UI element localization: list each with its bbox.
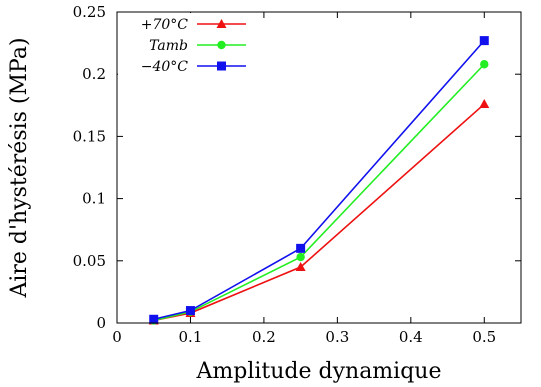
series-group [149,60,489,325]
data-point [479,36,489,46]
series-group [148,99,490,325]
x-tick-label: 0.2 [252,328,276,346]
data-point [480,60,489,69]
data-point [185,306,195,316]
legend-label: −40°C [141,59,189,75]
axis-ticks: 0 0.1 0.2 0.3 0.4 0.5 0 0.05 0.1 0.15 0.2 0.25 [73,3,521,346]
legend: +70°C Tamb −40°C [118,13,252,77]
x-axis-label: Amplitude dynamique [196,359,442,384]
y-axis-label: Aire d'hystérésis (MPa) [7,37,32,298]
data-point [296,243,306,253]
x-tick-label: 0.3 [325,328,349,346]
x-tick-label: 0 [112,328,122,346]
legend-label: Tamb [149,38,188,54]
y-tick-label: 0.2 [82,65,106,83]
x-tick-label: 0.5 [472,328,496,346]
legend-item: Tamb [149,38,246,54]
data-point [149,314,159,324]
x-tick-label: 0.4 [399,328,423,346]
data-point [479,99,490,109]
series-line [153,63,485,322]
legend-swatch-marker [216,19,227,28]
data-point [295,262,306,272]
y-tick-label: 0.25 [73,3,106,21]
series-group [149,36,489,324]
plot-frame [116,11,522,324]
data-point [296,252,305,262]
y-tick-label: 0.15 [73,127,106,145]
legend-item: +70°C [141,17,246,33]
legend-item: −40°C [141,59,246,75]
y-tick-label: 0.1 [82,190,106,208]
y-tick-label: 0.05 [73,252,106,270]
legend-label: +70°C [141,17,189,33]
series-line [153,103,485,322]
legend-swatch-marker [217,40,226,50]
y-tick-label: 0 [96,314,106,332]
legend-swatch-marker [217,61,226,71]
x-tick-label: 0.1 [179,328,203,346]
chart-marks [148,36,490,325]
series-line [153,40,485,321]
